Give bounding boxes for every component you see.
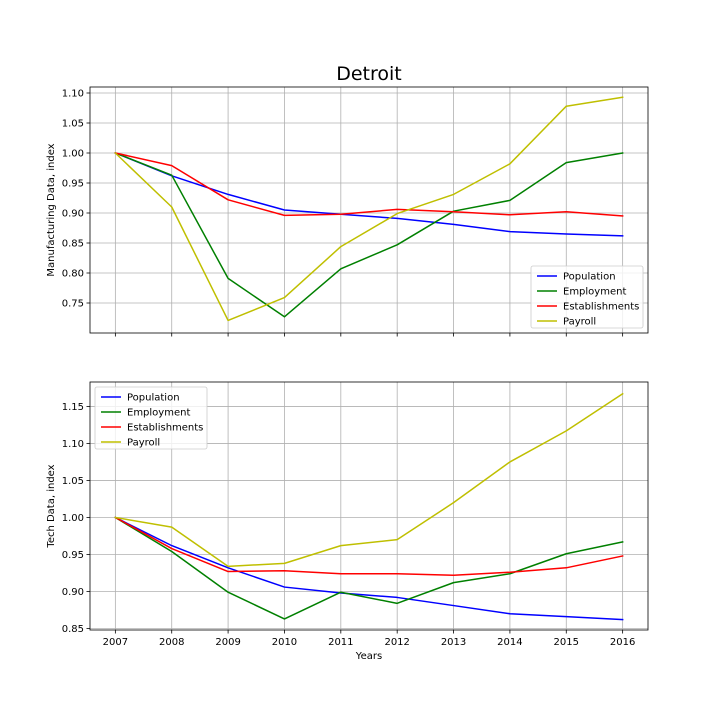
x-tick-label: 2013 — [441, 637, 466, 648]
legend-label-employment: Employment — [563, 287, 626, 298]
y-tick-label: 0.85 — [62, 239, 84, 250]
axes-frame — [89, 381, 649, 631]
x-tick-label: 2009 — [215, 637, 240, 648]
y-tick-label: 0.80 — [62, 269, 84, 280]
series-line-population — [114, 516, 624, 621]
legend: Population Employment Establishments Payrol… — [94, 386, 208, 450]
y-tick-label: 0.95 — [62, 179, 84, 190]
legend-box — [94, 386, 208, 450]
y-tick-label: 1.10 — [62, 89, 84, 100]
y-axis-label: Tech Data, index — [46, 464, 57, 548]
x-tick-label: 2014 — [497, 637, 522, 648]
y-tick-label: 0.85 — [62, 624, 84, 635]
x-tick-label: 2015 — [554, 637, 579, 648]
series-line-establishments — [114, 516, 624, 576]
y-tick-label: 0.90 — [62, 209, 84, 220]
legend: Population Employment Establishments Payrol… — [530, 265, 644, 329]
legend-label-payroll: Payroll — [563, 317, 596, 328]
series-line-employment — [114, 516, 624, 620]
tech-panel: 2007 2008 2009 2010 2011 2012 2013 2014 2015 2016… — [46, 381, 649, 648]
y-tick-label: 1.00 — [62, 149, 84, 160]
legend-label-payroll: Payroll — [127, 438, 160, 449]
x-tick-label: 2007 — [103, 637, 128, 648]
x-tick-label: 2010 — [272, 637, 297, 648]
y-tick-label: 1.00 — [62, 513, 84, 524]
series-line-population — [114, 152, 624, 237]
y-tick-label: 0.75 — [62, 299, 84, 310]
y-tick-label: 1.15 — [62, 402, 84, 413]
y-tick-label: 1.05 — [62, 119, 84, 130]
y-axis-label: Manufacturing Data, index — [46, 143, 57, 276]
x-tick-label: 2011 — [328, 637, 353, 648]
manufacturing-panel: 0.75 0.80 0.85 0.90 0.95 1.00 1.05 1.10 Manufact… — [46, 86, 649, 337]
legend-box — [530, 265, 644, 329]
y-tick-label: 0.90 — [62, 587, 84, 598]
legend-label-employment: Employment — [127, 408, 190, 419]
series-line-payroll — [114, 96, 624, 322]
legend-label-population: Population — [563, 272, 616, 283]
x-tick-label: 2016 — [610, 637, 635, 648]
x-tick-label: 2012 — [384, 637, 409, 648]
x-axis-label: Years — [355, 651, 382, 662]
legend-label-population: Population — [127, 393, 180, 404]
series-line-payroll — [114, 392, 624, 568]
y-tick-label: 1.10 — [62, 439, 84, 450]
x-tick-label: 2008 — [159, 637, 184, 648]
series-line-establishments — [114, 152, 624, 217]
series-line-employment — [114, 152, 624, 318]
chart-title: Detroit — [336, 63, 402, 85]
y-tick-label: 0.95 — [62, 550, 84, 561]
legend-label-establishments: Establishments — [563, 302, 639, 313]
y-tick-label: 1.05 — [62, 476, 84, 487]
legend-label-establishments: Establishments — [127, 423, 203, 434]
axes-frame — [89, 86, 649, 334]
